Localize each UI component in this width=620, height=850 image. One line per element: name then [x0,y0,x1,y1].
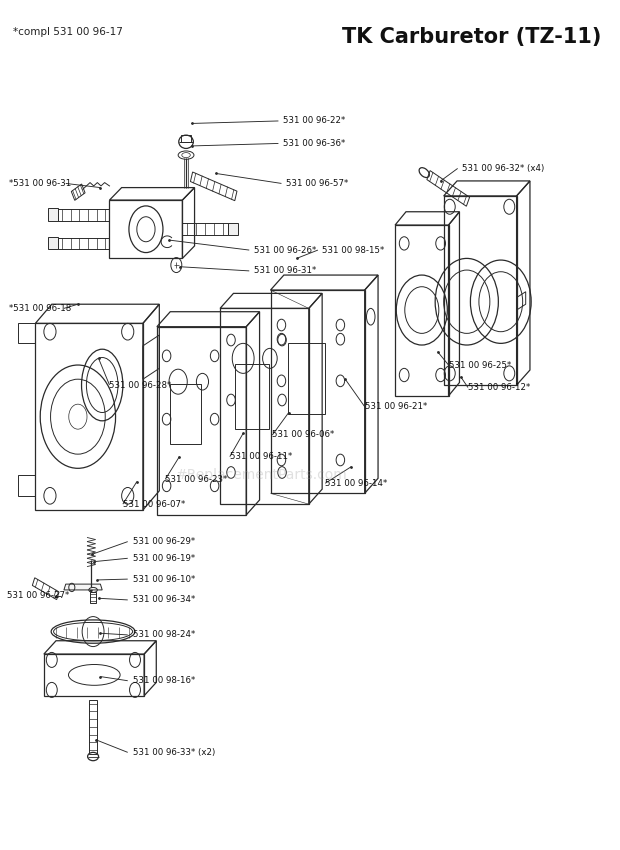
Bar [170,384,201,445]
Text: *531 00 96-18: *531 00 96-18 [9,304,71,313]
Text: 531 00 96-26*: 531 00 96-26* [254,246,316,254]
Text: 531 00 98-24*: 531 00 98-24* [133,631,195,639]
Text: 531 00 96-06*: 531 00 96-06* [272,430,335,439]
Text: 531 00 96-33* (x2): 531 00 96-33* (x2) [133,748,215,756]
Bar [48,237,58,249]
Text: 531 00 96-25*: 531 00 96-25* [448,360,511,370]
Text: 531 00 96-36*: 531 00 96-36* [283,139,345,148]
Text: *compl 531 00 96-17: *compl 531 00 96-17 [14,27,123,37]
Text: 531 00 96-11*: 531 00 96-11* [230,452,292,462]
Text: 531 00 96-12*: 531 00 96-12* [468,383,530,392]
Text: TK Carburetor (TZ-11): TK Carburetor (TZ-11) [342,27,601,47]
Text: #ReplacementParts.com: #ReplacementParts.com [175,468,347,482]
Text: 531 00 96-32* (x4): 531 00 96-32* (x4) [462,164,544,173]
Text: 531 00 96-21*: 531 00 96-21* [365,402,427,411]
Polygon shape [89,587,93,592]
Text: 531 00 96-19*: 531 00 96-19* [133,554,195,563]
Text: 531 00 96-27*: 531 00 96-27* [7,592,69,600]
Bar [288,343,325,414]
Text: 531 00 96-23*: 531 00 96-23* [166,474,228,484]
Text: 531 00 98-16*: 531 00 98-16* [133,677,195,685]
Text: 531 00 98-15*: 531 00 98-15* [322,246,384,254]
Text: 531 00 96-10*: 531 00 96-10* [133,575,195,584]
Polygon shape [64,584,102,590]
Bar [235,364,268,429]
Text: 531 00 96-14*: 531 00 96-14* [325,479,388,488]
Text: 531 00 96-28*: 531 00 96-28* [110,381,172,389]
Bar [228,223,237,235]
Text: 531 00 96-31*: 531 00 96-31* [254,266,316,275]
Text: 531 00 96-29*: 531 00 96-29* [133,537,195,546]
Text: 531 00 96-22*: 531 00 96-22* [283,116,345,126]
Text: 531 00 96-34*: 531 00 96-34* [133,596,195,604]
Text: 531 00 96-57*: 531 00 96-57* [286,179,348,188]
Bar [48,208,58,221]
Text: *531 00 96-31: *531 00 96-31 [9,179,71,188]
Text: 531 00 96-07*: 531 00 96-07* [123,500,185,508]
